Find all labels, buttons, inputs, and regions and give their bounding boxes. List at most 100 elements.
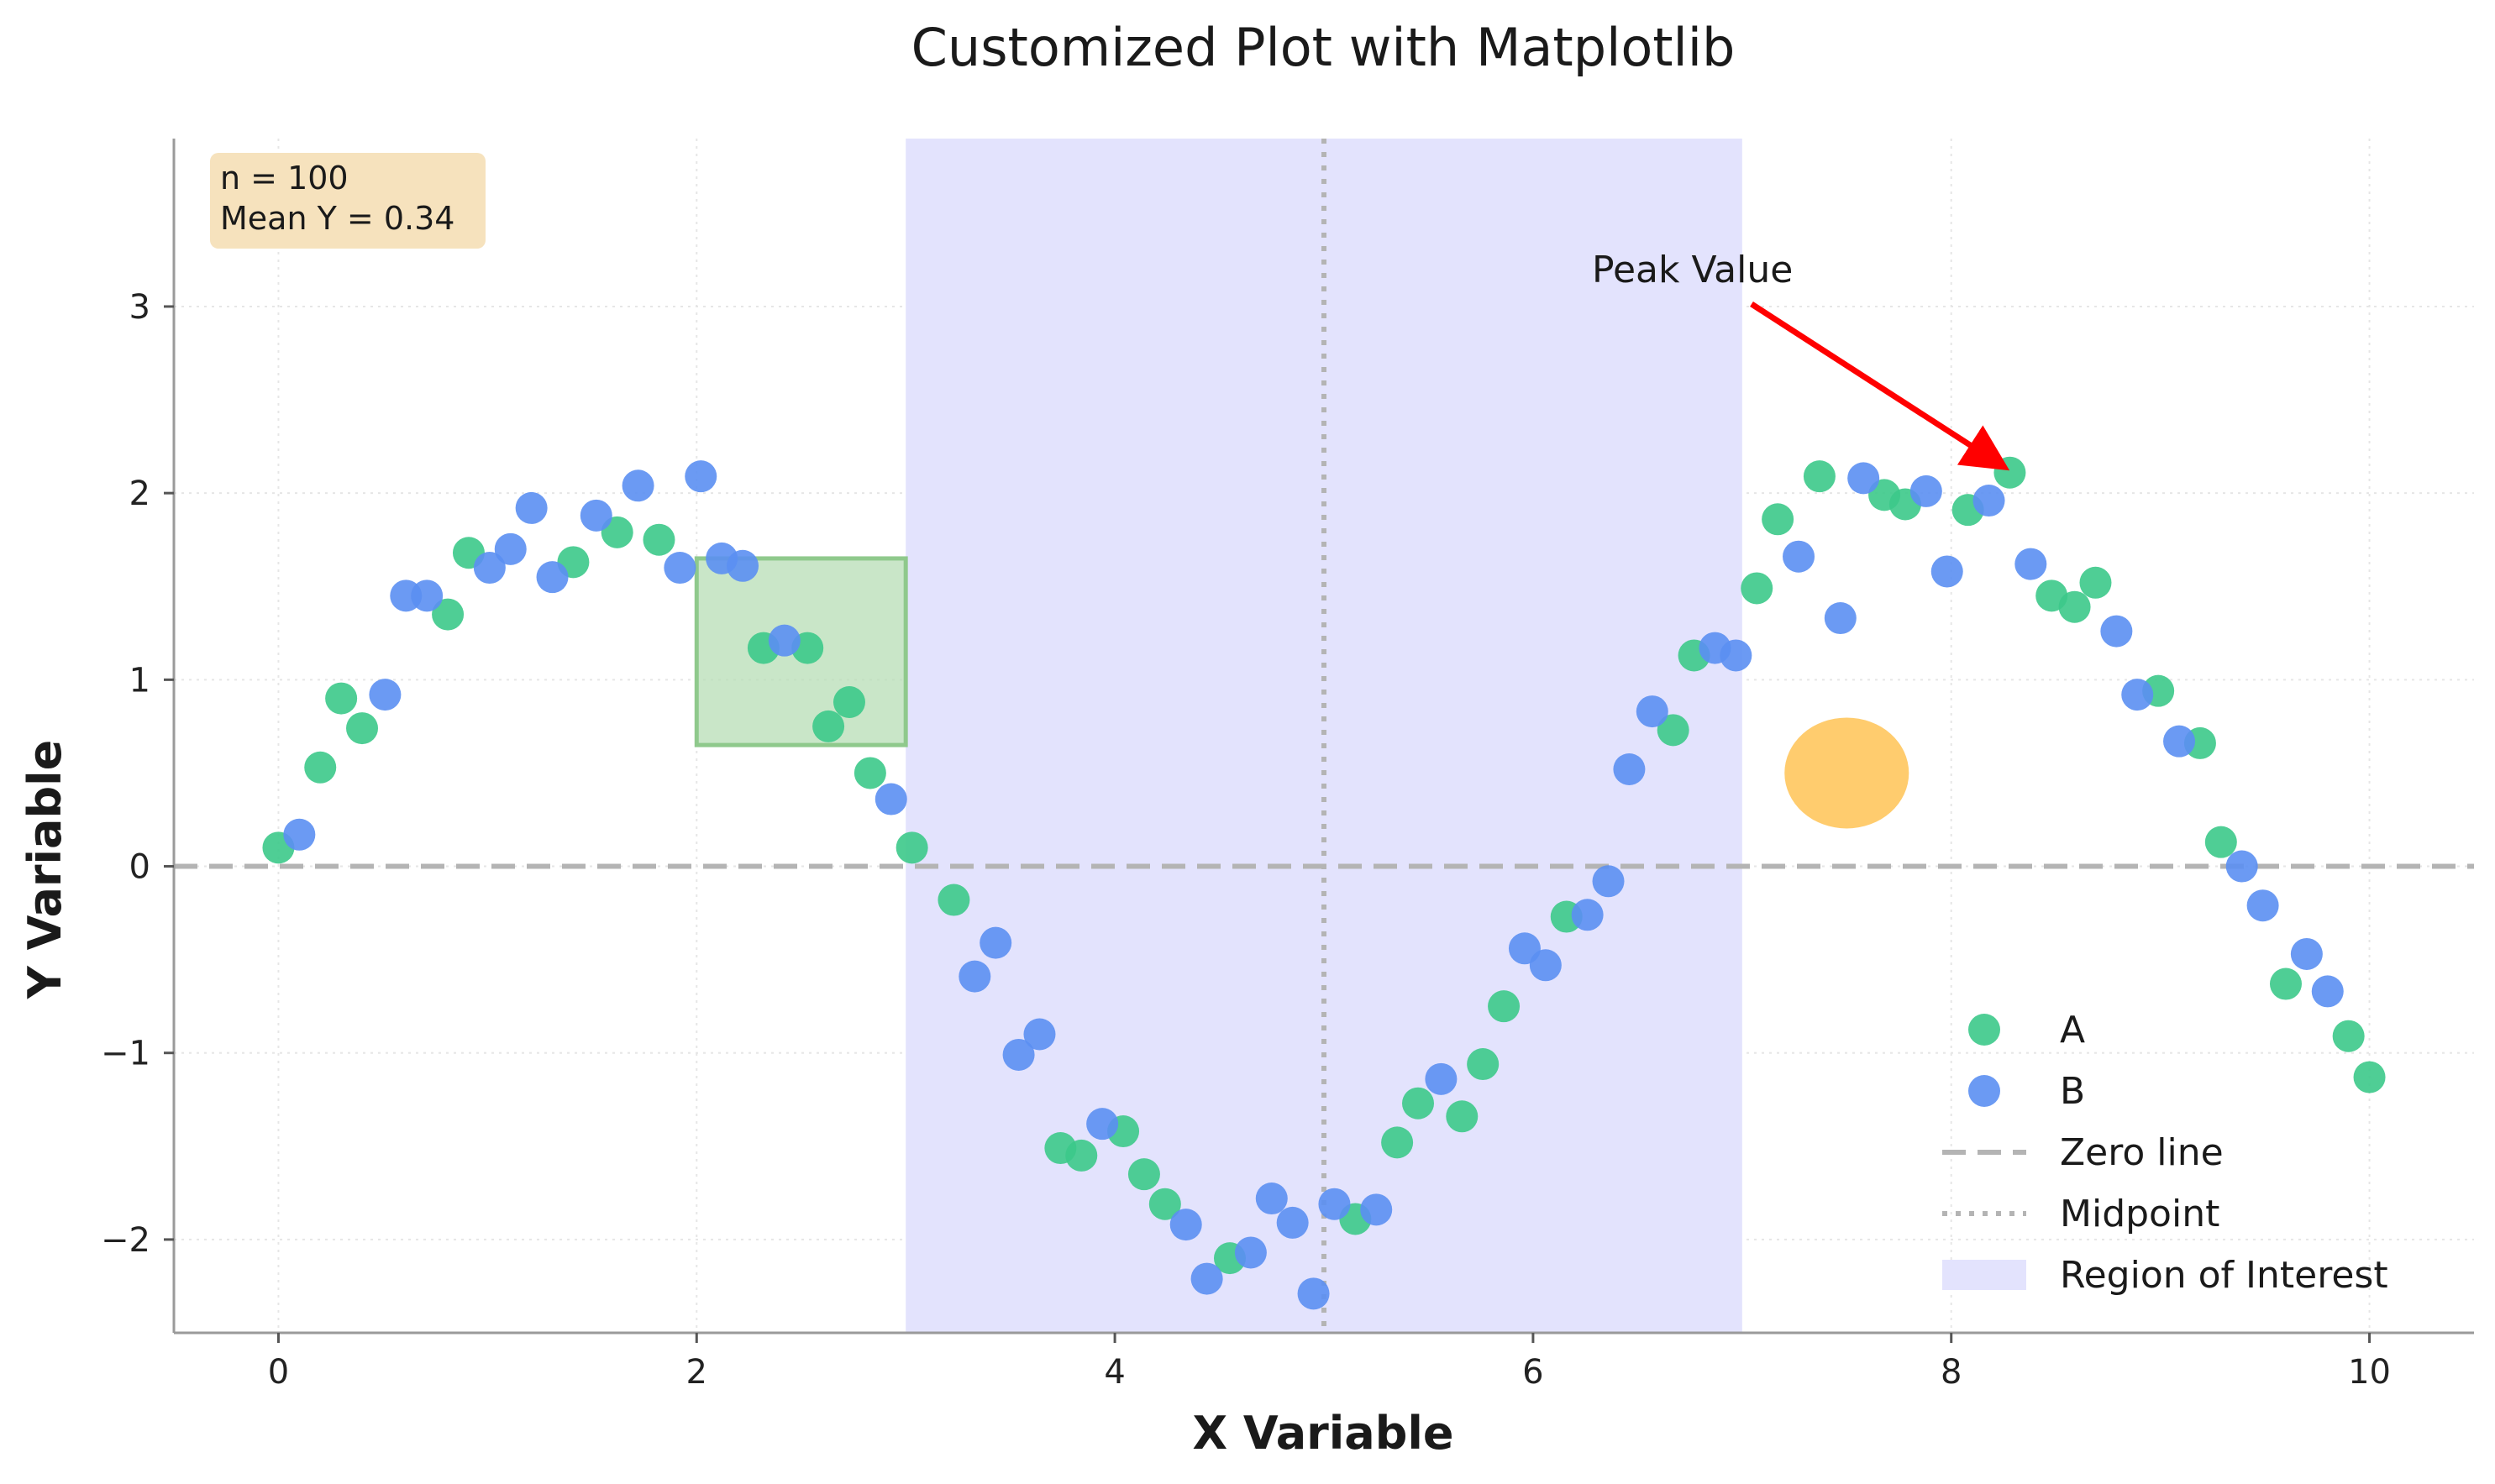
y-tick-label: 3	[129, 288, 150, 327]
data-point-a	[854, 757, 886, 789]
data-point-b	[1909, 475, 1942, 507]
data-point-a	[346, 712, 379, 745]
data-point-a	[1488, 990, 1521, 1023]
data-point-a	[938, 884, 970, 916]
legend-label: A	[2060, 1009, 2085, 1051]
data-point-b	[2290, 937, 2323, 970]
data-point-b	[1571, 899, 1604, 931]
stats-box-background	[210, 153, 486, 249]
data-point-a	[304, 751, 337, 784]
x-tick-label: 10	[2348, 1353, 2391, 1392]
data-point-b	[727, 549, 759, 582]
data-point-b	[1169, 1209, 1202, 1241]
data-point-b	[2014, 548, 2047, 580]
data-point-b	[1972, 485, 2005, 517]
legend-label: Region of Interest	[2060, 1254, 2388, 1297]
data-point-a	[1657, 714, 1689, 747]
x-tick-label: 8	[1941, 1353, 1962, 1392]
stats-line-count: n = 100	[220, 160, 349, 197]
data-point-a	[1762, 503, 1794, 536]
data-point-b	[473, 552, 506, 585]
data-point-a	[1127, 1158, 1160, 1191]
data-point-a	[1741, 572, 1773, 605]
data-point-b	[1002, 1038, 1035, 1071]
data-point-a	[643, 523, 675, 556]
annotation-arrow	[1750, 302, 2010, 471]
data-point-b	[580, 499, 612, 532]
data-point-a	[432, 598, 465, 631]
data-point-a	[1148, 1188, 1181, 1220]
data-point-b	[2246, 889, 2279, 922]
data-point-b	[283, 818, 316, 851]
data-point-a	[1402, 1087, 1435, 1120]
data-point-b	[494, 532, 527, 565]
data-point-b	[1592, 865, 1625, 898]
data-point-a	[2204, 826, 2237, 858]
y-axis-title: Y Variable	[18, 740, 71, 1000]
annotation-text: Peak Value	[1592, 249, 1793, 291]
legend-label: B	[2060, 1070, 2085, 1113]
legend-label: Zero line	[2060, 1131, 2224, 1174]
y-tick-label: −1	[101, 1035, 150, 1073]
data-point-a	[325, 682, 358, 715]
data-point-a	[1446, 1100, 1479, 1133]
data-point-b	[2100, 615, 2133, 648]
y-tick-label: −2	[101, 1221, 150, 1260]
data-point-a	[812, 710, 845, 742]
highlight-ellipse	[1784, 717, 1909, 829]
legend-label: Midpoint	[2060, 1193, 2219, 1235]
x-tick-label: 6	[1522, 1353, 1543, 1392]
data-point-b	[411, 579, 444, 612]
data-point-b	[369, 679, 402, 711]
data-point-b	[1529, 949, 1562, 982]
data-point-b	[1234, 1236, 1267, 1269]
data-point-a	[1467, 1048, 1500, 1081]
data-point-b	[685, 460, 717, 493]
data-point-b	[1255, 1182, 1288, 1215]
data-point-a	[1803, 460, 1836, 493]
x-axis-title: X Variable	[1192, 1407, 1453, 1460]
stats-line-mean: Mean Y = 0.34	[220, 200, 454, 237]
data-point-a	[2353, 1061, 2386, 1093]
data-point-b	[959, 960, 991, 993]
data-point-b	[622, 469, 654, 502]
data-point-b	[515, 491, 548, 524]
data-point-b	[2121, 679, 2154, 711]
data-point-b	[536, 561, 569, 594]
y-tick-label: 2	[129, 475, 150, 513]
data-point-b	[1086, 1108, 1119, 1141]
data-point-b	[1783, 540, 1815, 573]
legend-marker-a	[1968, 1014, 2000, 1046]
data-point-a	[1065, 1139, 1098, 1172]
data-point-b	[1613, 752, 1646, 785]
data-point-b	[1276, 1206, 1309, 1239]
data-point-b	[1930, 555, 1963, 588]
data-point-b	[1636, 695, 1668, 728]
chart-title: Customized Plot with Matplotlib	[911, 17, 1736, 78]
data-point-b	[1297, 1277, 1330, 1310]
data-point-a	[2079, 566, 2112, 599]
x-tick-label: 4	[1104, 1353, 1125, 1392]
data-point-b	[2225, 850, 2258, 883]
data-point-a	[1381, 1126, 1414, 1159]
data-point-a	[2269, 967, 2302, 1000]
data-point-a	[833, 686, 865, 719]
data-point-b	[768, 624, 801, 657]
data-point-b	[1360, 1193, 1393, 1226]
legend: AB Zero line Midpoint Region of Interest	[1942, 1009, 2388, 1297]
x-tick-label: 2	[686, 1353, 707, 1392]
data-point-a	[2058, 590, 2091, 623]
data-point-b	[1425, 1062, 1458, 1095]
data-point-b	[1847, 462, 1880, 495]
data-point-b	[664, 552, 696, 585]
data-point-b	[980, 926, 1012, 959]
y-tick-label: 1	[129, 661, 150, 700]
data-point-b	[1023, 1018, 1056, 1051]
x-tick-label: 0	[268, 1353, 289, 1392]
legend-marker-b	[1968, 1075, 2000, 1107]
data-point-b	[1720, 639, 1752, 672]
data-point-b	[1190, 1262, 1223, 1295]
